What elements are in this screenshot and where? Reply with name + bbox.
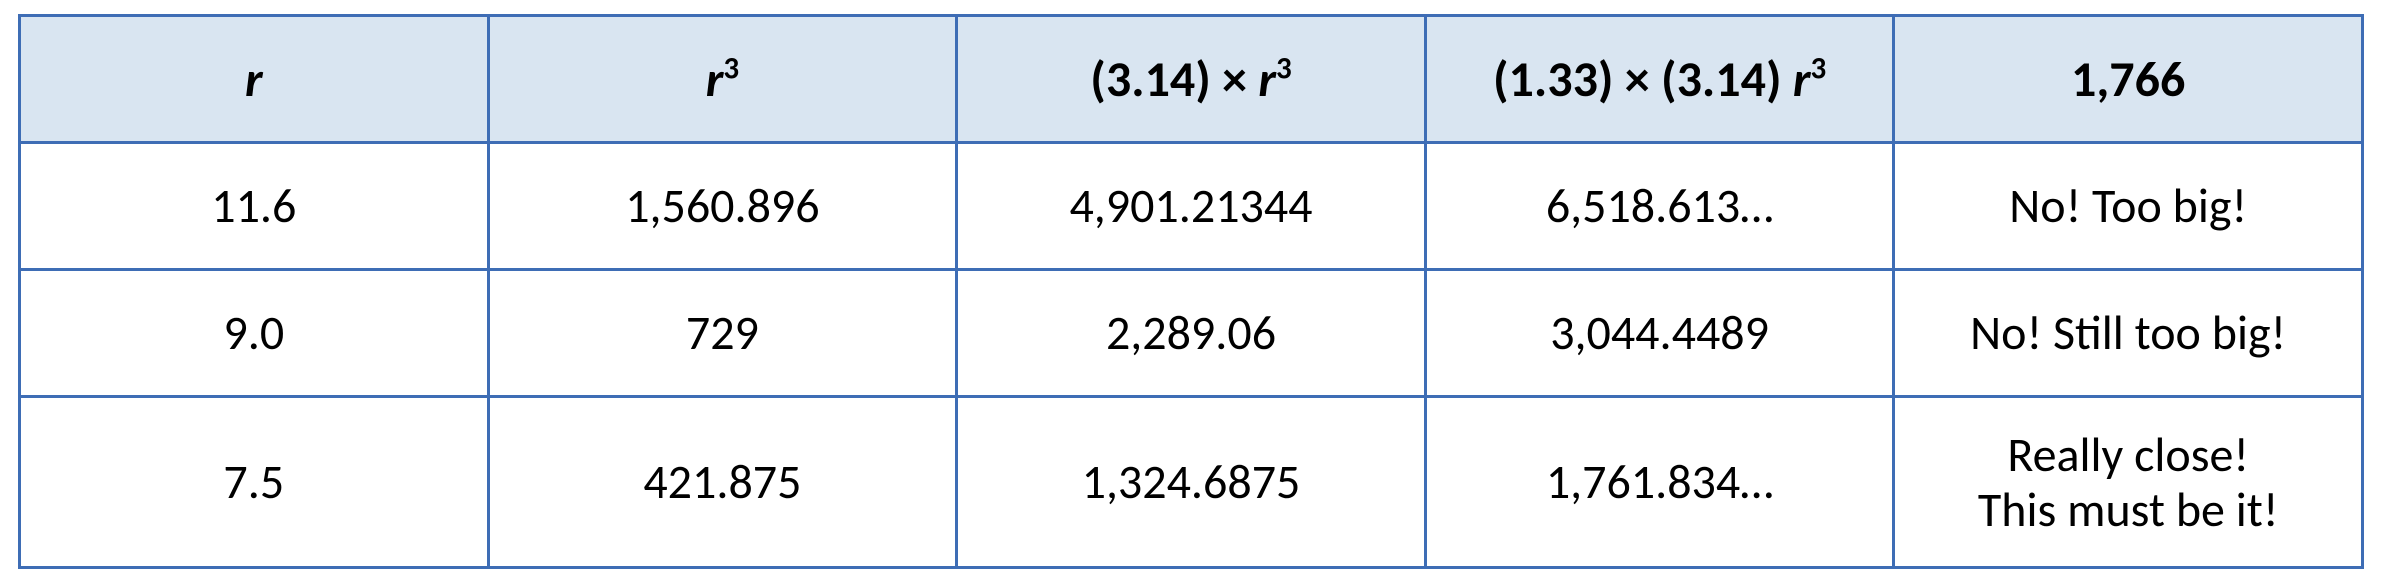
verdict-line: No! Too big! [2009,176,2247,235]
col-header-43pi-r3: (1.33) × (3.14) r3 [1425,16,1894,143]
table-header: r r3 (3.14) × r3 (1.33) × (3.14) r3 1,76… [20,16,2363,143]
cell: 9.0 [20,270,489,397]
cell: 3,044.4489 [1425,270,1894,397]
cell: 7.5 [20,397,489,568]
col-header-r: r [20,16,489,143]
table-row: 9.0 729 2,289.06 3,044.4489 No! Still too bi… [20,270,2363,397]
cell: 1,761.834… [1425,397,1894,568]
header-var: r [1793,49,1811,110]
cell-verdict: No! Still too big! [1894,270,2363,397]
cell: 1,324.6875 [957,397,1426,568]
header-var: r [706,49,724,110]
table-container: r r3 (3.14) × r3 (1.33) × (3.14) r3 1,76… [0,0,2382,583]
cell-value: 1,761.834… [1546,452,1774,511]
cell-value: 729 [686,303,759,362]
header-text: 1,766 [2071,49,2185,110]
cell: 11.6 [20,143,489,270]
cell-verdict: No! Too big! [1894,143,2363,270]
cell: 729 [488,270,957,397]
header-exp: 3 [1810,49,1826,87]
header-prefix: (3.14) × [1090,49,1258,110]
table-row: 11.6 1,560.896 4,901.21344 6,518.613… No! To… [20,143,2363,270]
header-var: r [1258,49,1276,110]
verdict-line: Really close! [2007,425,2249,484]
table-row: 7.5 421.875 1,324.6875 1,761.834… Really clo… [20,397,2363,568]
header-prefix: (1.33) × (3.14) [1493,49,1793,110]
col-header-r3: r3 [488,16,957,143]
cell: 6,518.613… [1425,143,1894,270]
cell-value: 7.5 [223,452,284,511]
cell-value: 1,560.896 [625,176,819,235]
cell-value: 2,289.06 [1106,303,1276,362]
cell-value: 421.875 [643,452,801,511]
cell: 1,560.896 [488,143,957,270]
calculation-table: r r3 (3.14) × r3 (1.33) × (3.14) r3 1,76… [18,14,2364,569]
col-header-pi-r3: (3.14) × r3 [957,16,1426,143]
header-row: r r3 (3.14) × r3 (1.33) × (3.14) r3 1,76… [20,16,2363,143]
header-var: r [245,49,263,110]
table-body: 11.6 1,560.896 4,901.21344 6,518.613… No! To… [20,143,2363,568]
cell: 421.875 [488,397,957,568]
header-exp: 3 [723,49,739,87]
verdict-line: No! Still too big! [1970,303,2286,362]
cell-value: 4,901.21344 [1069,176,1312,235]
cell-value: 6,518.613… [1546,176,1774,235]
cell-value: 1,324.6875 [1082,452,1301,511]
header-exp: 3 [1276,49,1292,87]
cell-value: 9.0 [223,303,284,362]
cell: 2,289.06 [957,270,1426,397]
cell-value: 3,044.4489 [1550,303,1769,362]
cell-value: 11.6 [211,176,296,235]
cell: 4,901.21344 [957,143,1426,270]
cell-verdict: Really close!This must be it! [1894,397,2363,568]
verdict-line: This must be it! [1978,480,2279,539]
col-header-target: 1,766 [1894,16,2363,143]
